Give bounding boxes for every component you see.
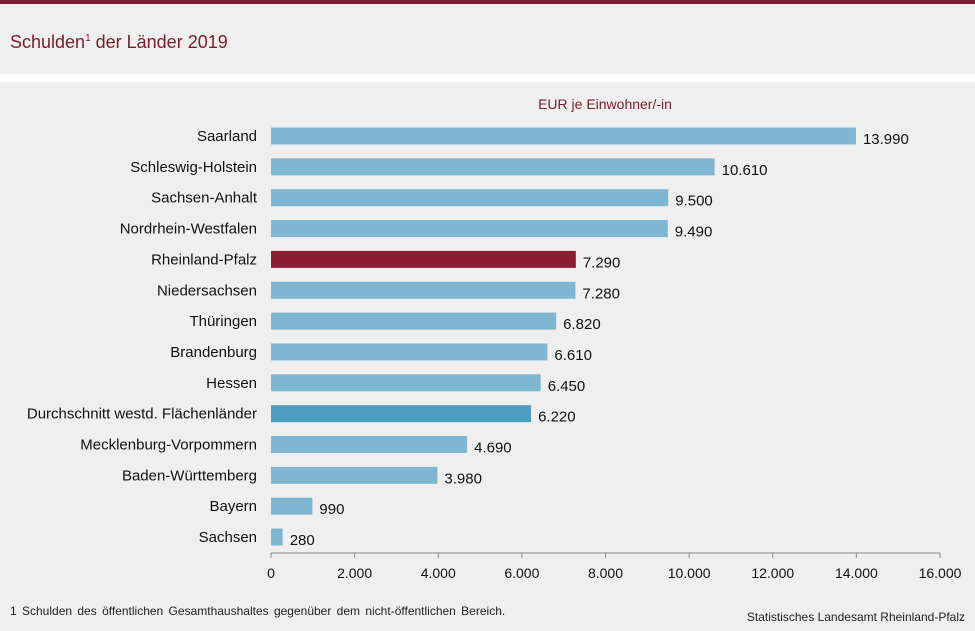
- x-tick-label: 16.000: [919, 565, 962, 581]
- category-label: Thüringen: [189, 313, 257, 330]
- source-note: Statistisches Landesamt Rheinland-Pfalz: [746, 610, 965, 624]
- category-label: Mecklenburg-Vorpommern: [80, 437, 257, 454]
- x-tick-label: 2.000: [337, 565, 372, 581]
- x-tick-label: 0: [267, 565, 275, 581]
- data-label: 990: [319, 501, 344, 518]
- category-label: Nordrhein-Westfalen: [120, 221, 257, 238]
- bar: [271, 250, 576, 268]
- category-label: Schleswig-Holstein: [130, 159, 257, 176]
- divider: [0, 74, 975, 82]
- data-label: 9.500: [675, 193, 713, 210]
- chart-title: Schulden1 der Länder 2019: [10, 32, 228, 52]
- axis-unit-label: EUR je Einwohner/-in: [538, 96, 672, 112]
- bar: [271, 374, 541, 392]
- x-tick-label: 6.000: [504, 565, 539, 581]
- data-label: 9.490: [675, 224, 713, 241]
- data-label: 13.990: [863, 131, 909, 148]
- x-tick-label: 12.000: [751, 565, 794, 581]
- category-label: Hessen: [206, 375, 257, 392]
- bar: [271, 405, 532, 423]
- category-label: Bayern: [209, 498, 257, 515]
- data-label: 10.610: [722, 162, 768, 179]
- category-label: Sachsen-Anhalt: [151, 190, 258, 207]
- category-label: Rheinland-Pfalz: [151, 251, 257, 268]
- bar: [271, 343, 548, 361]
- data-label: 3.980: [444, 470, 482, 487]
- bar: [271, 220, 668, 238]
- footnote: 1 Schulden des öffentlichen Gesamthausha…: [10, 604, 506, 618]
- top-accent-bar: [0, 0, 975, 4]
- data-label: 280: [290, 532, 315, 549]
- data-label: 7.280: [582, 285, 620, 302]
- bar: [271, 312, 557, 330]
- bar: [271, 436, 468, 453]
- data-label: 4.690: [474, 440, 512, 457]
- bar: [271, 189, 669, 207]
- x-tick-label: 14.000: [835, 565, 878, 581]
- data-label: 6.820: [563, 316, 601, 333]
- category-label: Brandenburg: [170, 344, 257, 361]
- bar: [271, 281, 576, 299]
- header: Schulden1 der Länder 2019: [0, 4, 975, 74]
- data-label: 6.610: [554, 347, 592, 364]
- bar: [271, 158, 715, 176]
- x-tick-label: 10.000: [668, 565, 711, 581]
- data-label: 6.220: [538, 409, 576, 426]
- x-tick-label: 4.000: [421, 565, 456, 581]
- data-label: 7.290: [583, 254, 621, 271]
- category-label: Niedersachsen: [157, 282, 257, 299]
- bar: [271, 466, 438, 484]
- category-label: Sachsen: [199, 529, 257, 546]
- bar: [271, 528, 283, 546]
- category-label: Baden-Württemberg: [122, 467, 257, 484]
- bar: [271, 127, 856, 145]
- bar: [271, 497, 313, 515]
- category-label: Durchschnitt westd. Flächenländer: [27, 406, 257, 423]
- x-tick-label: 8.000: [588, 565, 623, 581]
- category-label: Saarland: [197, 128, 257, 145]
- data-label: 6.450: [548, 378, 586, 395]
